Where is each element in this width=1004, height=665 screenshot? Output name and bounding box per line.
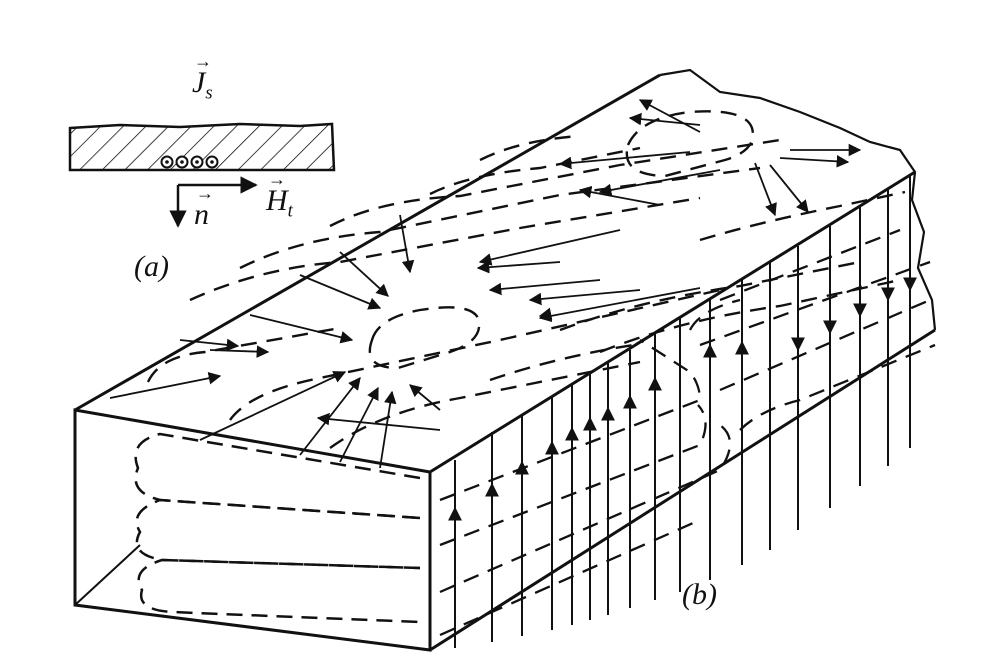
top-face-field-lines — [146, 110, 906, 449]
end-face-field-loops — [134, 432, 421, 624]
tangential-field-label: Ht — [266, 169, 293, 223]
surface-current-symbol: J — [192, 51, 213, 100]
conductor-surface — [68, 122, 336, 172]
top-face-arrows — [109, 99, 862, 469]
panel-b-caption: (b) — [682, 578, 717, 611]
side-face-current-lines — [454, 176, 911, 648]
surface-current-symbols — [160, 155, 219, 169]
tangential-field-subscript: t — [287, 200, 293, 222]
side-face-down-arrows — [791, 262, 917, 352]
side-face-up-arrows — [448, 340, 749, 535]
waveguide-box — [73, 68, 937, 652]
surface-current-label: Js — [192, 51, 213, 105]
panel-a — [68, 122, 336, 228]
surface-current-subscript: s — [205, 82, 213, 104]
tangential-field-symbol: H — [266, 169, 288, 218]
normal-vector-label: n — [194, 183, 214, 232]
panel-a-caption: (a) — [134, 250, 169, 283]
normal-vector-symbol: n — [194, 183, 214, 232]
side-face-field-lines — [439, 228, 936, 637]
